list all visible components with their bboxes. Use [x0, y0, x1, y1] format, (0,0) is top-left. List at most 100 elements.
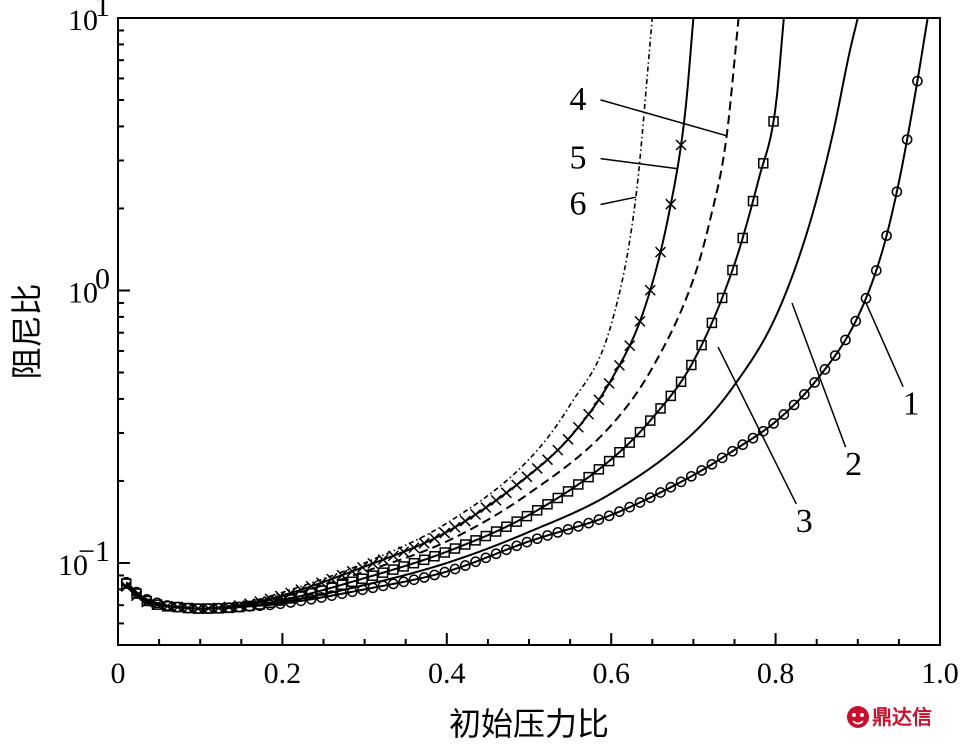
axis-ticks — [117, 17, 941, 646]
marker-cross — [665, 198, 677, 210]
marker-square — [470, 535, 481, 546]
marker-square — [162, 601, 173, 612]
marker-square — [439, 547, 450, 558]
marker-circle — [665, 481, 677, 493]
marker-square — [737, 232, 748, 244]
marker-circle — [696, 465, 707, 476]
marker-circle — [408, 574, 420, 586]
marker-circle — [480, 552, 492, 564]
annotation-leader-1 — [865, 302, 904, 388]
marker-cross — [490, 494, 502, 506]
marker-cross — [552, 444, 564, 456]
marker-cross — [120, 580, 132, 592]
marker-square — [552, 492, 564, 504]
marker-square — [213, 603, 224, 614]
marker-square — [747, 195, 759, 207]
annotation-leader-2 — [791, 302, 847, 448]
marker-circle — [511, 540, 523, 552]
y-tick-exponent: −1 — [78, 535, 110, 568]
marker-cross — [161, 600, 173, 612]
marker-square — [573, 479, 584, 490]
marker-square — [367, 570, 379, 581]
marker-square — [182, 602, 194, 614]
marker-cross — [439, 527, 451, 539]
annotation-leader-5 — [600, 157, 678, 170]
marker-cross — [449, 521, 461, 533]
y-tick-label: 110 — [68, 0, 110, 37]
y-axis-title-group: 阻尼比 — [8, 283, 46, 379]
curve-label-4: 4 — [570, 81, 587, 118]
x-tick-label: 0.6 — [592, 657, 630, 690]
curve-4 — [125, 17, 740, 610]
marker-cross — [243, 598, 256, 610]
marker-square — [460, 539, 471, 550]
y-tick-base: 10 — [58, 549, 88, 582]
marker-square — [531, 505, 543, 516]
marker-circle — [439, 566, 451, 578]
marker-square — [644, 415, 656, 426]
curve-label-3: 3 — [796, 503, 813, 540]
marker-square — [398, 561, 409, 572]
marker-square — [624, 437, 635, 448]
marker-square — [686, 359, 697, 371]
annotation-leader-4 — [600, 99, 727, 137]
marker-circle — [881, 230, 892, 242]
marker-circle — [737, 439, 749, 451]
y-tick-base: 10 — [68, 4, 98, 37]
marker-cross — [151, 599, 163, 611]
marker-cross — [541, 454, 554, 466]
marker-cross — [357, 561, 369, 573]
marker-cross — [130, 590, 143, 602]
marker-cross — [428, 532, 441, 544]
marker-circle — [346, 586, 358, 598]
curve-label-6: 6 — [570, 186, 587, 223]
marker-cross — [315, 577, 327, 589]
marker-square — [141, 595, 153, 607]
marker-cross — [603, 377, 615, 389]
marker-square — [131, 588, 142, 599]
marker-cross — [202, 602, 214, 614]
marker-cross — [624, 340, 636, 352]
marker-circle — [367, 582, 379, 594]
marker-cross — [367, 557, 379, 569]
marker-cross — [500, 487, 512, 499]
marker-circle — [799, 389, 810, 400]
marker-cross — [634, 315, 646, 327]
marker-circle — [850, 315, 862, 327]
x-tick-label: 0.8 — [757, 657, 795, 690]
marker-cross — [326, 573, 338, 585]
marker-circle — [459, 560, 471, 571]
marker-square — [501, 521, 512, 532]
marker-cross — [583, 408, 595, 420]
marker-square — [768, 116, 779, 127]
marker-cross — [254, 595, 266, 608]
marker-cross — [521, 471, 533, 483]
marker-cross — [295, 584, 307, 596]
marker-circle — [685, 470, 697, 482]
y-tick-base: 10 — [68, 276, 98, 309]
plot-frame — [117, 17, 941, 646]
marker-circle — [634, 497, 646, 508]
marker-circle — [583, 517, 594, 529]
marker-cross — [285, 587, 297, 599]
marker-square — [665, 390, 677, 402]
marker-square — [634, 426, 646, 438]
marker-circle — [614, 506, 625, 517]
annotation-leader-6 — [600, 196, 637, 206]
marker-square — [254, 599, 266, 610]
x-axis-title-group: 初始压力比 — [449, 705, 609, 743]
marker-cross — [572, 421, 584, 433]
marker-square — [655, 403, 666, 414]
marker-square — [480, 530, 492, 542]
curve-2 — [125, 17, 859, 610]
watermark-text: 鼎达信 — [872, 705, 932, 729]
marker-cross — [305, 580, 317, 592]
marker-cross — [408, 542, 420, 554]
marker-cross — [182, 602, 194, 614]
marker-circle — [716, 452, 728, 464]
marker-circle — [572, 520, 584, 532]
y-tick-label: −110 — [58, 535, 110, 582]
marker-square — [316, 585, 327, 596]
marker-square — [675, 376, 687, 388]
marker-circle — [644, 492, 656, 503]
